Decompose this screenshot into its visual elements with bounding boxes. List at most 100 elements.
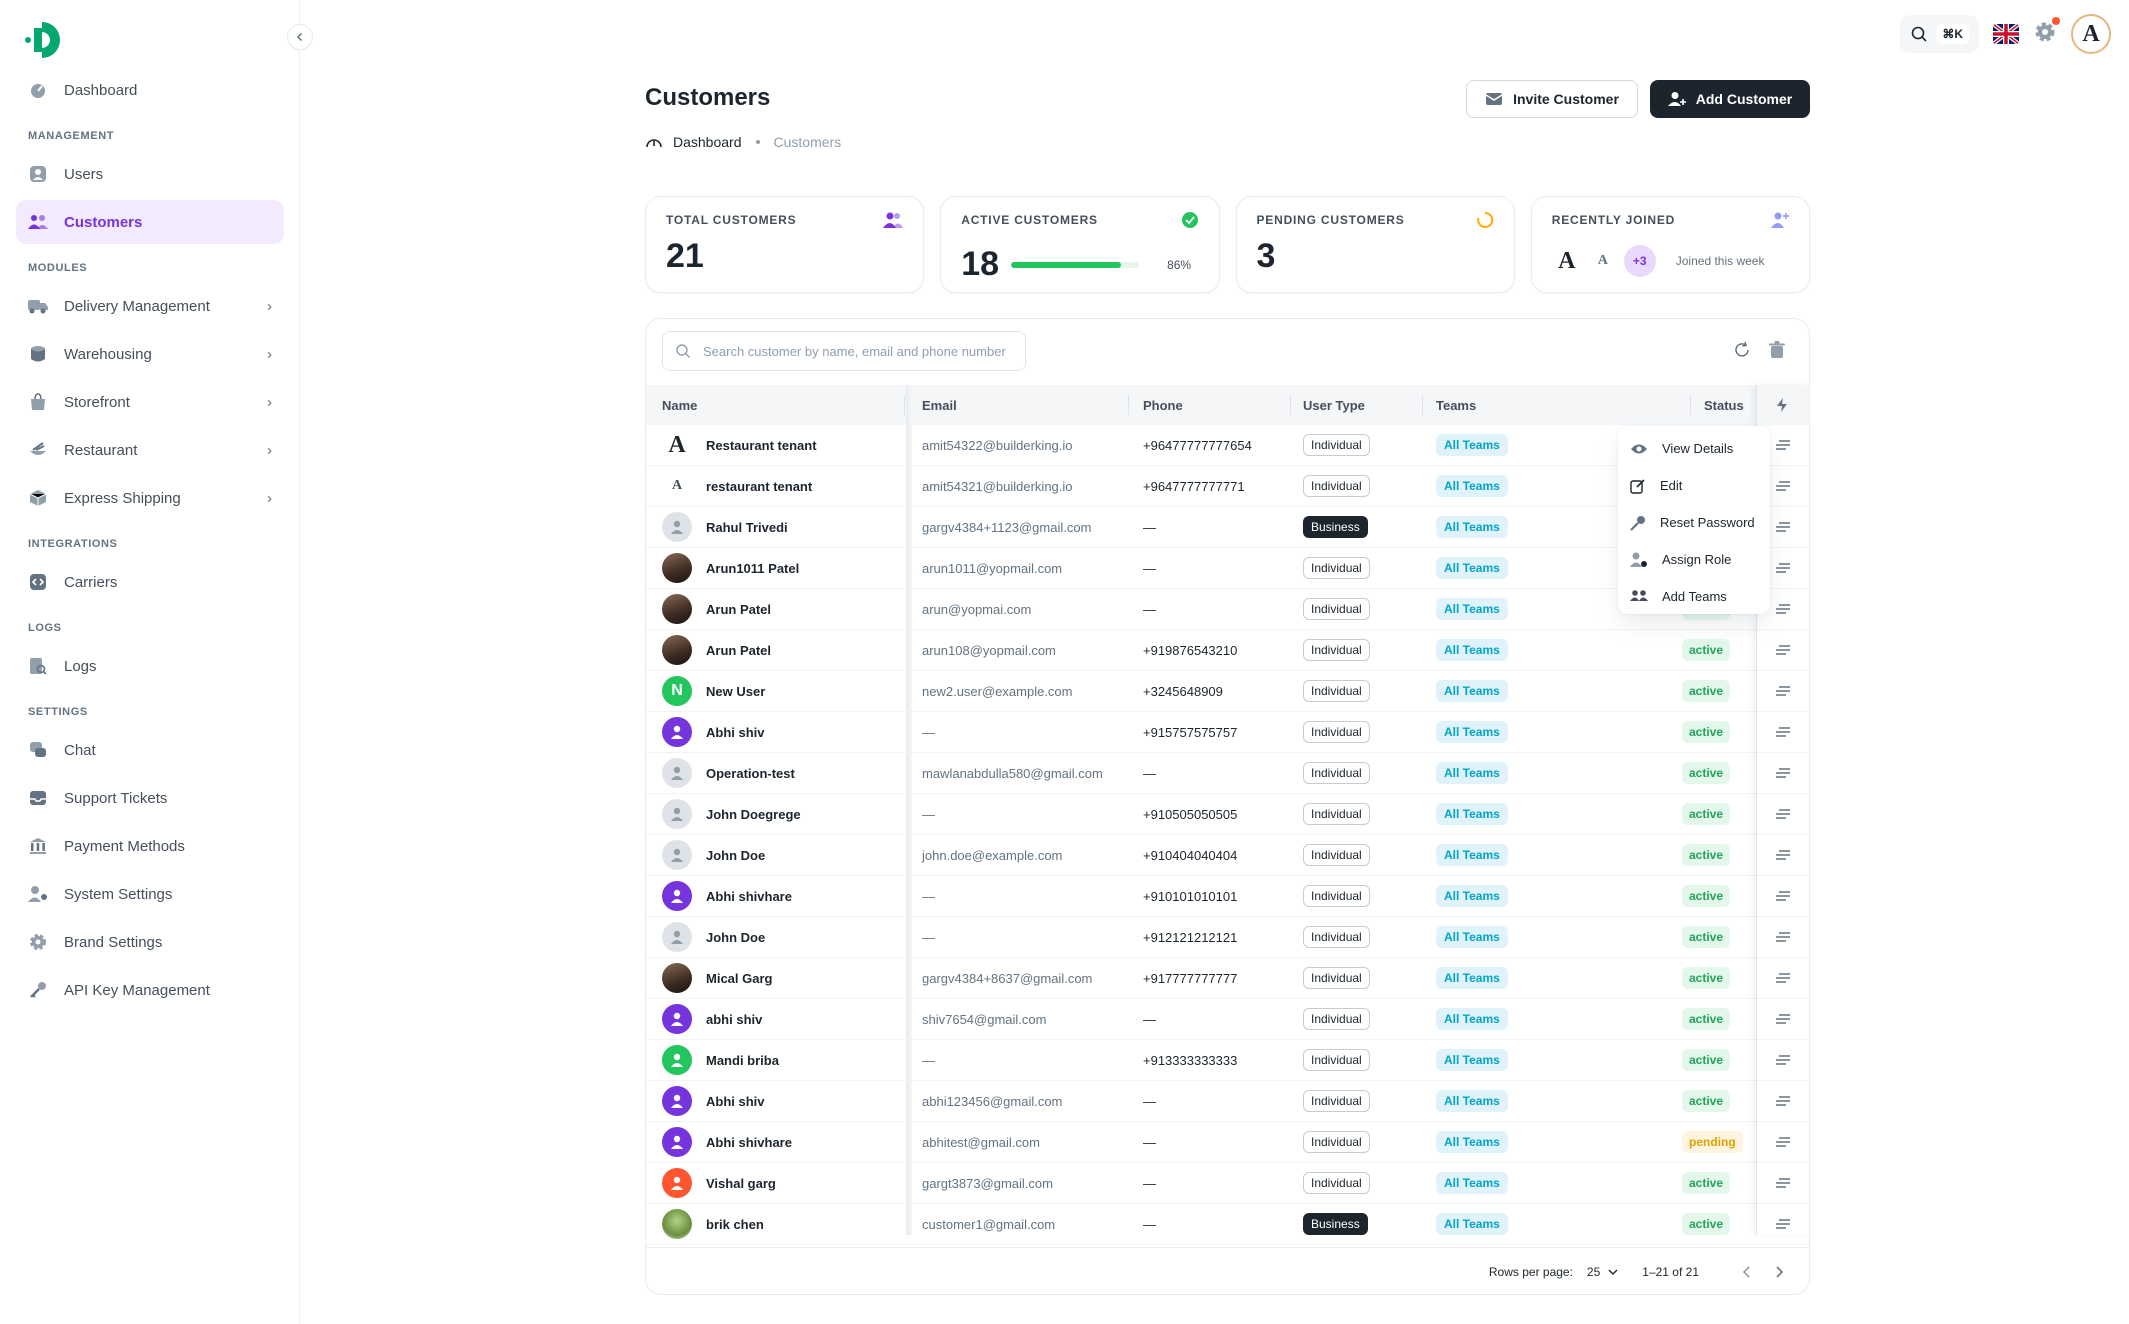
row-actions-button[interactable] (1758, 671, 1808, 711)
customer-name[interactable]: Mical Garg (706, 970, 773, 986)
table-row[interactable]: N New User new2.user@example.com +324564890… (646, 671, 1809, 712)
refresh-icon[interactable] (1733, 341, 1751, 359)
table-row[interactable]: Abhi shivhare — +910101010101 Individual All… (646, 876, 1809, 917)
row-actions-button[interactable] (1758, 999, 1808, 1039)
row-actions-button[interactable] (1758, 507, 1808, 547)
customer-name[interactable]: John Doe (706, 847, 766, 863)
customer-name[interactable]: Abhi shiv (706, 724, 765, 740)
previous-page-button[interactable] (1735, 1260, 1759, 1284)
table-row[interactable]: John Doegrege — +910505050505 Individual All… (646, 794, 1809, 835)
sidebar-item-customers[interactable]: Customers (16, 200, 284, 244)
table-row[interactable]: Abhi shivhare abhitest@gmail.com — Individu… (646, 1122, 1809, 1163)
menu-add-teams[interactable]: Add Teams (1622, 578, 1766, 615)
brand-logo[interactable] (24, 18, 78, 62)
row-actions-button[interactable] (1758, 1204, 1808, 1244)
sidebar-item-payment-methods[interactable]: Payment Methods (16, 824, 284, 868)
key-icon (28, 980, 48, 1000)
customer-name[interactable]: brik chen (706, 1216, 764, 1232)
row-actions-button[interactable] (1758, 630, 1808, 670)
table-row[interactable]: Abhi shiv — +915757575757 Individual All Tea… (646, 712, 1809, 753)
row-actions-button[interactable] (1758, 589, 1808, 629)
next-page-button[interactable] (1767, 1260, 1791, 1284)
menu-assign-role[interactable]: Assign Role (1622, 541, 1766, 578)
table-row[interactable]: Abhi shiv abhi123456@gmail.com — Individual… (646, 1081, 1809, 1122)
customer-name[interactable]: Abhi shivhare (706, 888, 792, 904)
add-customer-button[interactable]: Add Customer (1650, 80, 1810, 118)
row-actions-button[interactable] (1758, 548, 1808, 588)
table-row[interactable]: brik chen customer1@gmail.com — Business All… (646, 1204, 1809, 1245)
sidebar-item-delivery[interactable]: Delivery Management › (16, 284, 284, 328)
teams-cell: All Teams (1436, 425, 1508, 465)
customer-name[interactable]: Rahul Trivedi (706, 519, 788, 535)
menu-reset-password[interactable]: Reset Password (1622, 504, 1766, 541)
sidebar-item-storefront[interactable]: Storefront › (16, 380, 284, 424)
customer-name[interactable]: Vishal garg (706, 1175, 776, 1191)
customer-name[interactable]: John Doe (706, 929, 766, 945)
customer-name[interactable]: Restaurant tenant (706, 437, 817, 453)
table-row[interactable]: John Doe — +912121212121 Individual All Team… (646, 917, 1809, 958)
search-input[interactable] (701, 342, 1013, 360)
customer-name[interactable]: Mandi briba (706, 1052, 779, 1068)
row-actions-button[interactable] (1758, 425, 1808, 465)
breadcrumb-link-dashboard[interactable]: Dashboard (673, 134, 742, 150)
global-search-button[interactable]: ⌘K (1900, 15, 1979, 53)
collapse-sidebar-button[interactable] (287, 24, 313, 50)
sidebar-item-express-shipping[interactable]: Express Shipping › (16, 476, 284, 520)
table-row[interactable]: Vishal garg gargt3873@gmail.com — Individua… (646, 1163, 1809, 1204)
customer-name[interactable]: Arun Patel (706, 601, 772, 617)
column-teams[interactable]: Teams (1436, 397, 1477, 413)
table-row[interactable]: Mandi briba — +913333333333 Individual All T… (646, 1040, 1809, 1081)
uk-flag-icon[interactable] (1993, 24, 2019, 44)
row-actions-button[interactable] (1758, 1122, 1808, 1162)
table-row[interactable]: John Doe john.doe@example.com +91040404040… (646, 835, 1809, 876)
sidebar-item-brand-settings[interactable]: Brand Settings (16, 920, 284, 964)
table-row[interactable]: abhi shiv shiv7654@gmail.com — Individual Al… (646, 999, 1809, 1040)
row-actions-button[interactable] (1758, 794, 1808, 834)
table-row[interactable]: Arun Patel arun108@yopmail.com +9198765432… (646, 630, 1809, 671)
invite-customer-button[interactable]: Invite Customer (1466, 80, 1638, 118)
customer-name[interactable]: restaurant tenant (706, 478, 813, 494)
column-status[interactable]: Status (1704, 397, 1744, 413)
settings-button[interactable] (2033, 16, 2060, 49)
customer-name[interactable]: John Doegrege (706, 806, 801, 822)
column-email[interactable]: Email (922, 397, 957, 413)
customer-name[interactable]: Operation-test (706, 765, 795, 781)
table-row[interactable]: Mical Garg gargv4384+8637@gmail.com +91777… (646, 958, 1809, 999)
sidebar-item-dashboard[interactable]: Dashboard (16, 68, 284, 112)
sidebar-item-chat[interactable]: Chat (16, 728, 284, 772)
column-user-type[interactable]: User Type (1303, 397, 1365, 413)
customer-name[interactable]: Abhi shivhare (706, 1134, 792, 1150)
column-name[interactable]: Name (662, 397, 698, 413)
rows-per-page-select[interactable]: 25 (1587, 1265, 1618, 1279)
menu-edit[interactable]: Edit (1622, 467, 1766, 504)
row-actions-button[interactable] (1758, 712, 1808, 752)
customer-name[interactable]: Arun1011 Patel (706, 560, 800, 576)
row-actions-button[interactable] (1758, 958, 1808, 998)
trash-icon[interactable] (1769, 341, 1785, 359)
customer-name[interactable]: abhi shiv (706, 1011, 763, 1027)
row-actions-button[interactable] (1758, 1040, 1808, 1080)
sidebar-item-system-settings[interactable]: System Settings (16, 872, 284, 916)
customer-search[interactable] (662, 331, 1026, 371)
row-actions-button[interactable] (1758, 1163, 1808, 1203)
row-actions-button[interactable] (1758, 917, 1808, 957)
row-actions-button[interactable] (1758, 466, 1808, 506)
customer-name[interactable]: Abhi shiv (706, 1093, 765, 1109)
menu-view-details[interactable]: View Details (1622, 430, 1766, 467)
table-row[interactable]: Operation-test mawlanabdulla580@gmail.com… (646, 753, 1809, 794)
row-actions-button[interactable] (1758, 1081, 1808, 1121)
sidebar-item-warehousing[interactable]: Warehousing › (16, 332, 284, 376)
sidebar-item-support-tickets[interactable]: Support Tickets (16, 776, 284, 820)
sidebar-item-carriers[interactable]: Carriers (16, 560, 284, 604)
customer-name[interactable]: New User (706, 683, 766, 699)
sidebar-item-api-key[interactable]: API Key Management (16, 968, 284, 1012)
customer-name[interactable]: Arun Patel (706, 642, 772, 658)
row-actions-button[interactable] (1758, 876, 1808, 916)
column-phone[interactable]: Phone (1143, 397, 1183, 413)
row-actions-button[interactable] (1758, 835, 1808, 875)
row-actions-button[interactable] (1758, 753, 1808, 793)
sidebar-item-logs[interactable]: Logs (16, 644, 284, 688)
sidebar-item-users[interactable]: Users (16, 152, 284, 196)
sidebar-item-restaurant[interactable]: Restaurant › (16, 428, 284, 472)
user-avatar[interactable]: A (2071, 14, 2111, 54)
